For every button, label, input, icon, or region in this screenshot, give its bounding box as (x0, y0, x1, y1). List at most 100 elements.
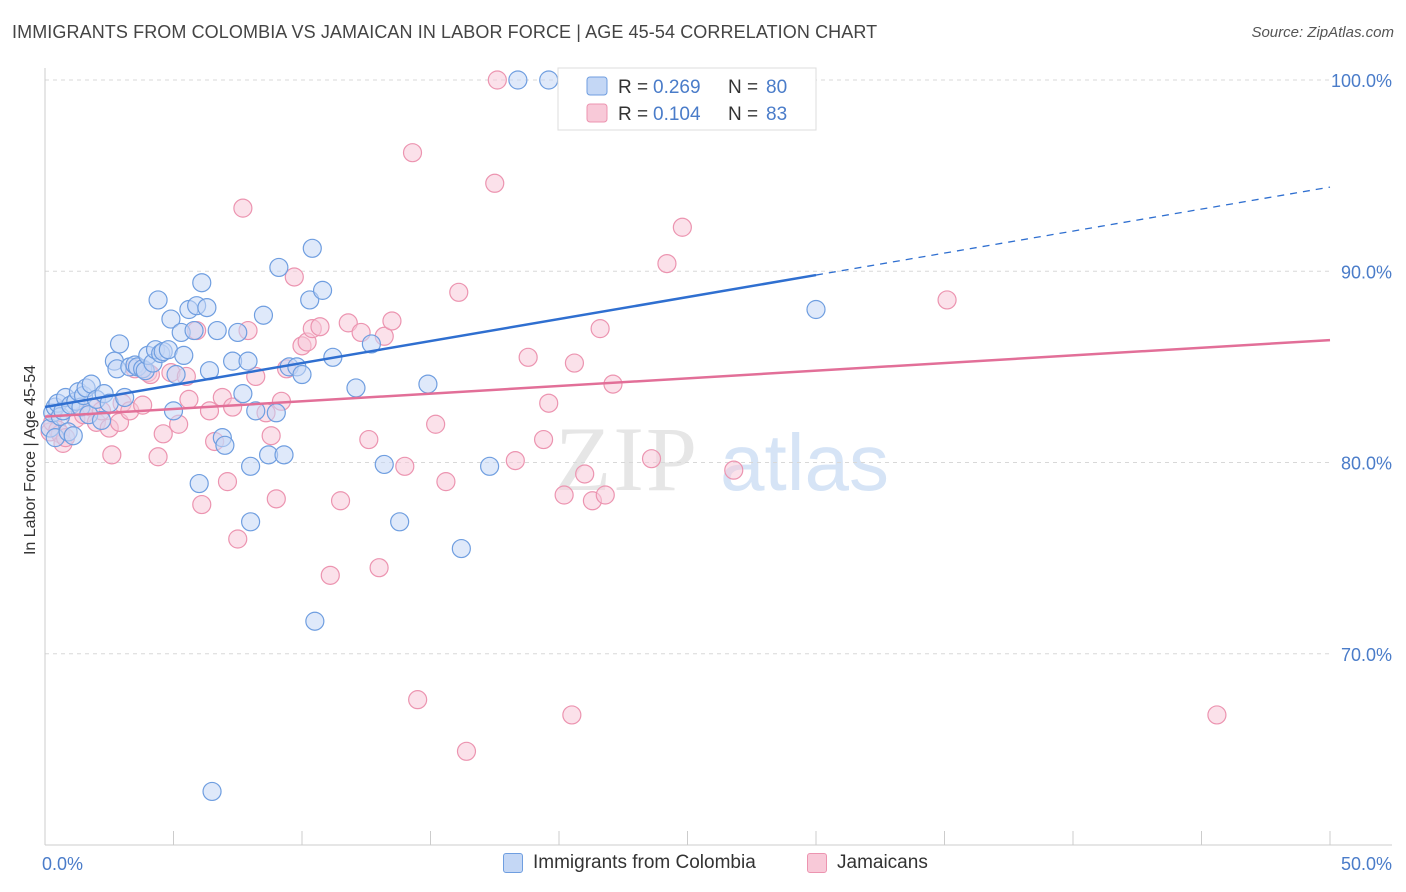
point-jamaicans-12 (102, 445, 122, 465)
point-jamaicans-71 (590, 319, 610, 339)
point-jamaicans-61 (485, 173, 505, 193)
point-jamaicans-57 (426, 414, 446, 434)
legend-r-value-colombia: 0.269 (653, 77, 701, 98)
legend-swatch-colombia (586, 76, 608, 96)
point-colombia-24 (109, 334, 130, 354)
point-jamaicans-56 (402, 143, 423, 163)
point-colombia-66 (292, 364, 312, 385)
x-tick-label-max: 50.0% (1341, 854, 1392, 874)
point-jamaicans-79 (937, 290, 957, 310)
point-colombia-37 (161, 309, 181, 329)
legend-swatch-jamaicans (586, 103, 608, 123)
legend-marker-jamaicans (807, 853, 827, 873)
point-colombia-68 (302, 238, 322, 258)
point-jamaicans-65 (533, 429, 554, 450)
trend-line-colombia (44, 273, 817, 409)
point-jamaicans-81 (562, 705, 582, 725)
point-colombia-79 (202, 781, 222, 802)
x-tick-label-min: 0.0% (42, 854, 83, 874)
legend-item-colombia[interactable]: Immigrants from Colombia (503, 852, 756, 874)
legend-r-value-jamaicans: 0.104 (653, 104, 701, 125)
point-jamaicans-51 (359, 429, 379, 450)
point-jamaicans-82 (1207, 705, 1227, 725)
legend-marker-colombia (503, 853, 523, 873)
point-jamaicans-54 (382, 311, 402, 331)
y-axis-label: In Labor Force | Age 45-54 (22, 365, 39, 555)
point-jamaicans-46 (310, 317, 330, 337)
watermark-zip: ZIP (555, 408, 699, 510)
point-colombia-44 (184, 320, 204, 341)
legend-n-label-colombia: N = (728, 77, 758, 98)
point-jamaicans-21 (153, 424, 173, 444)
point-colombia-56 (238, 351, 258, 371)
point-jamaicans-80 (408, 690, 428, 710)
point-colombia-80 (305, 611, 325, 631)
point-jamaicans-31 (217, 472, 238, 492)
legend-n-label-jamaicans: N = (728, 104, 758, 125)
point-colombia-62 (269, 257, 289, 278)
point-jamaicans-47 (320, 565, 340, 585)
point-colombia-55 (233, 384, 253, 404)
point-colombia-81 (480, 456, 500, 476)
point-jamaicans-48 (330, 491, 351, 511)
point-colombia-52 (215, 435, 235, 455)
point-colombia-38 (163, 401, 184, 421)
y-tick-label-90: 90.0% (1341, 262, 1392, 282)
point-jamaicans-72 (595, 485, 615, 505)
point-colombia-83 (806, 299, 826, 320)
point-jamaicans-77 (724, 460, 744, 480)
point-colombia-19 (91, 410, 112, 431)
point-jamaicans-67 (554, 485, 574, 505)
point-colombia-74 (390, 512, 410, 532)
point-jamaicans-75 (657, 254, 677, 274)
point-jamaicans-62 (487, 70, 507, 90)
point-jamaicans-34 (233, 198, 253, 218)
point-colombia-10 (63, 426, 83, 446)
point-jamaicans-20 (148, 447, 168, 467)
point-jamaicans-58 (436, 472, 456, 492)
point-jamaicans-27 (192, 494, 212, 515)
point-colombia-82 (241, 512, 261, 532)
trend-lines (44, 186, 1331, 418)
point-jamaicans-63 (505, 450, 525, 471)
point-jamaicans-52 (369, 558, 389, 578)
zipatlas-watermark: ZIP atlas (555, 408, 889, 510)
legend-item-jamaicans[interactable]: Jamaicans (807, 852, 928, 874)
point-jamaicans-49 (338, 313, 358, 333)
point-colombia-42 (148, 290, 168, 310)
point-colombia-59 (253, 305, 274, 325)
point-jamaicans-76 (672, 217, 692, 237)
point-colombia-75 (418, 374, 438, 394)
point-jamaicans-68 (564, 353, 585, 373)
legend-n-value-colombia: 80 (766, 77, 787, 98)
watermark-atlas: atlas (720, 418, 889, 507)
point-colombia-57 (241, 456, 261, 476)
point-colombia-63 (274, 445, 294, 465)
trend-line-jamaicans (44, 338, 1331, 418)
point-jamaicans-60 (456, 741, 477, 761)
point-colombia-47 (192, 273, 212, 293)
point-jamaicans-39 (266, 489, 286, 509)
point-colombia-46 (189, 473, 209, 494)
point-jamaicans-74 (641, 449, 662, 469)
point-jamaicans-64 (518, 347, 538, 367)
point-colombia-77 (508, 70, 528, 90)
point-colombia-72 (361, 334, 381, 354)
tick-labels: 70.0% 80.0% 90.0% 100.0% 0.0% 50.0% (42, 71, 1392, 874)
y-tick-label-100: 100.0% (1331, 71, 1392, 91)
point-jamaicans-38 (261, 426, 281, 446)
legend-label-jamaicans: Jamaicans (837, 852, 928, 873)
point-colombia-58 (246, 401, 266, 421)
point-jamaicans-66 (539, 393, 559, 413)
point-colombia-76 (451, 538, 471, 559)
axes (44, 68, 1392, 846)
point-jamaicans-42 (284, 267, 304, 287)
point-jamaicans-69 (575, 464, 595, 484)
point-colombia-39 (166, 364, 186, 385)
correlation-legend: R = 0.269 N = 80 R = 0.104 N = 83 (557, 67, 817, 131)
point-jamaicans-55 (395, 456, 415, 476)
legend-n-value-jamaicans: 83 (766, 104, 787, 125)
point-colombia-67 (300, 290, 320, 310)
point-jamaicans-33 (228, 529, 248, 549)
